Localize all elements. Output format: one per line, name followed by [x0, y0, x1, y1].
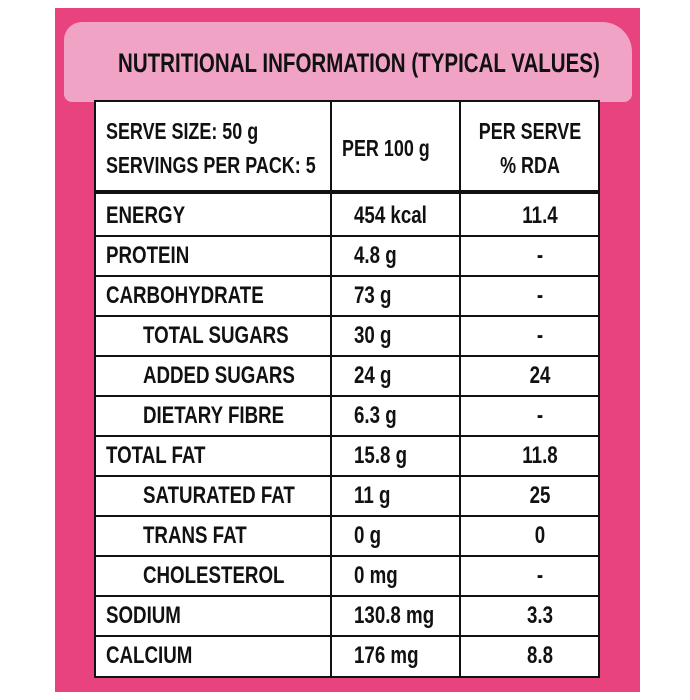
rule — [94, 235, 600, 237]
per-100g: 0 g — [354, 522, 382, 549]
rda: 24 — [529, 362, 551, 389]
rda: 0 — [534, 522, 546, 549]
nutrient: CARBOHYDRATE — [106, 282, 264, 309]
nutrient: TOTAL FAT — [106, 442, 206, 469]
per-100g: 454 kcal — [354, 202, 427, 229]
rda: - — [536, 402, 544, 429]
nutrient: ADDED SUGARS — [143, 362, 295, 389]
nutrient: DIETARY FIBRE — [143, 402, 285, 429]
per-100g: 24 g — [354, 362, 392, 389]
nutrient: CHOLESTEROL — [143, 562, 285, 589]
nutrient: SODIUM — [106, 602, 181, 629]
servings: SERVINGS PER PACK: 5 — [106, 152, 316, 178]
rule — [94, 395, 600, 397]
title: NUTRITIONAL INFORMATION (TYPICAL VALUES) — [118, 48, 600, 78]
per-100g: 30 g — [354, 322, 392, 349]
nutrient: ENERGY — [106, 202, 186, 229]
rda: - — [536, 242, 544, 269]
rule — [94, 315, 600, 317]
per-100g: 6.3 g — [354, 402, 397, 429]
rule — [330, 100, 332, 678]
table-box — [94, 100, 600, 678]
nutrient: TRANS FAT — [143, 522, 247, 549]
rule — [94, 515, 600, 517]
rule — [94, 275, 600, 277]
rule — [94, 555, 600, 557]
rda: 25 — [529, 482, 551, 509]
per-100g: 11 g — [354, 482, 391, 509]
rule — [459, 100, 461, 678]
rda: - — [536, 282, 544, 309]
nutrient: CALCIUM — [106, 642, 193, 669]
rda: 8.8 — [526, 642, 554, 669]
per-100g: 4.8 g — [354, 242, 397, 269]
title-band — [64, 22, 632, 102]
serve-size: SERVE SIZE: 50 g — [106, 118, 259, 144]
rda: 11.8 — [522, 442, 558, 469]
nutrient: SATURATED FAT — [143, 482, 295, 509]
col-head: PER 100 g — [342, 135, 430, 161]
nutrient: PROTEIN — [106, 242, 190, 269]
per-100g: 0 mg — [354, 562, 398, 589]
rule — [94, 355, 600, 357]
rda: - — [536, 562, 544, 589]
rule — [94, 190, 600, 194]
per-100g: 15.8 g — [354, 442, 408, 469]
rule — [94, 435, 600, 437]
per-100g: 176 mg — [354, 642, 419, 669]
per-100g: 73 g — [354, 282, 392, 309]
rda: 11.4 — [522, 202, 558, 229]
rda: - — [536, 322, 544, 349]
nutrient: TOTAL SUGARS — [143, 322, 289, 349]
rule — [94, 595, 600, 597]
rda: 3.3 — [526, 602, 554, 629]
col-head: % RDA — [500, 152, 560, 178]
per-100g: 130.8 mg — [354, 602, 435, 629]
col-head: PER SERVE — [478, 118, 582, 144]
rule — [94, 475, 600, 477]
rule — [94, 635, 600, 637]
